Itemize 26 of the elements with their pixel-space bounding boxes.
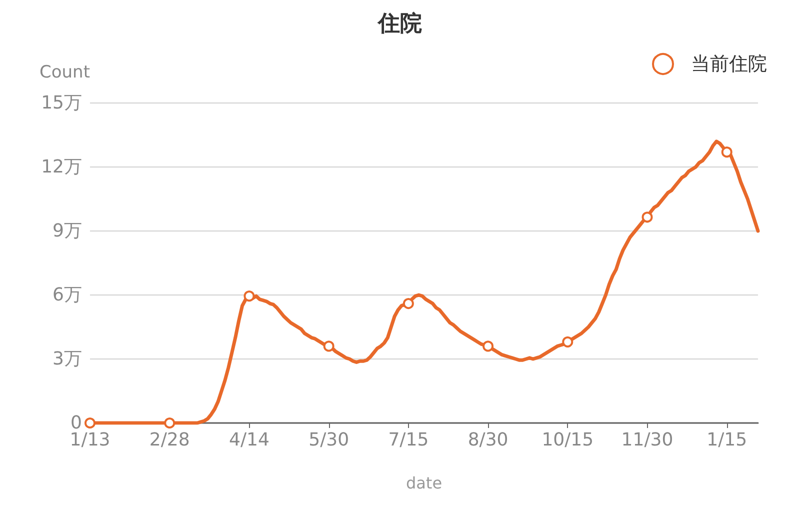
x-tick-label: 8/30 (468, 430, 508, 450)
x-axis-title: date (406, 474, 442, 492)
point (642, 212, 653, 223)
x-tick-label: 2/28 (149, 430, 190, 450)
y-tick-label: 12万 (41, 156, 82, 178)
point (164, 418, 176, 428)
point (84, 418, 96, 428)
y-tick-label: 6万 (52, 284, 82, 306)
chart-title: 住院 (377, 12, 422, 36)
point (244, 290, 255, 302)
y-tick-label: 3万 (52, 348, 82, 370)
x-tick-label: 7/15 (388, 430, 429, 450)
x-tick-label: 5/30 (308, 430, 350, 450)
point (323, 340, 334, 352)
point (482, 340, 494, 352)
x-tick-label: 4/14 (229, 430, 270, 450)
y-tick-label: 9万 (52, 220, 82, 242)
y-tick-label: 15万 (41, 92, 82, 114)
x-tick-label: 11/30 (621, 430, 674, 450)
point (402, 298, 414, 310)
x-tick-label: 1/15 (706, 430, 748, 450)
legend-label: 当前住院 (691, 53, 767, 75)
point (562, 336, 574, 348)
x-tick-label: 10/15 (542, 430, 594, 450)
point (721, 146, 732, 158)
y-axis-title: Count (40, 62, 90, 82)
